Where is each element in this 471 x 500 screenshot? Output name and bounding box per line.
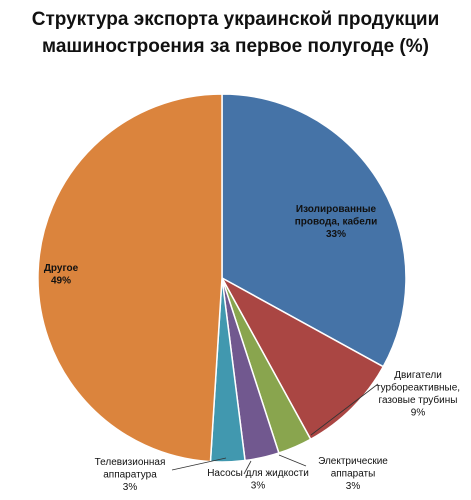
- slice-name-line: аппараты: [331, 469, 376, 480]
- slice-percent: 3%: [123, 482, 138, 493]
- chart-title-line-2: машиностроения за первое полугоде (%): [42, 36, 429, 57]
- slice-percent: 3%: [346, 481, 361, 492]
- slice-percent: 9%: [411, 408, 426, 419]
- slice-name-line: турбореактивные,: [376, 382, 460, 394]
- slice-percent: 49%: [51, 276, 71, 287]
- slice-name-line: Телевизионная: [95, 457, 166, 468]
- slice-name-line: газовые трубины: [379, 394, 458, 406]
- slice-name-line: Насосы для жидкости: [207, 468, 309, 479]
- slice-name-line: Двигатели: [394, 370, 442, 381]
- slice-label: Телевизионная аппаратура 3%: [95, 457, 166, 493]
- slice-percent: 3%: [251, 481, 266, 492]
- pie-slice: [37, 93, 223, 463]
- leader-line: [243, 460, 252, 475]
- chart-title: Структура экспорта украинской продукции …: [0, 6, 471, 60]
- chart-title-line-1: Структура экспорта украинской продукции: [31, 9, 440, 30]
- slice-label: Двигатели турбореактивные, газовые трубины…: [376, 370, 460, 419]
- slice-label: Насосы для жидкости 3%: [207, 468, 309, 492]
- pie-slices: [37, 93, 407, 463]
- slice-label: Другое 49%: [44, 263, 79, 287]
- slice-name-line: провода, кабели: [295, 216, 378, 228]
- leader-lines: [171, 383, 379, 475]
- slice-name-line: аппаратура: [103, 470, 157, 481]
- slice-name-line: Изолированные: [296, 204, 377, 215]
- slice-percent: 33%: [326, 229, 346, 240]
- slice-label: Изолированные провода, кабели 33%: [295, 204, 378, 240]
- pie-slice: [220, 276, 385, 441]
- pie-slice: [221, 93, 407, 368]
- leader-line: [171, 457, 227, 471]
- leader-line: [310, 383, 379, 436]
- slice-labels: Изолированные провода, кабели 33% Двигатели…: [44, 204, 460, 493]
- slice-label: Электрические аппараты 3%: [318, 456, 388, 492]
- slice-name-line: Электрические: [318, 456, 388, 467]
- slice-name-line: Другое: [44, 263, 79, 274]
- leader-line: [278, 454, 307, 467]
